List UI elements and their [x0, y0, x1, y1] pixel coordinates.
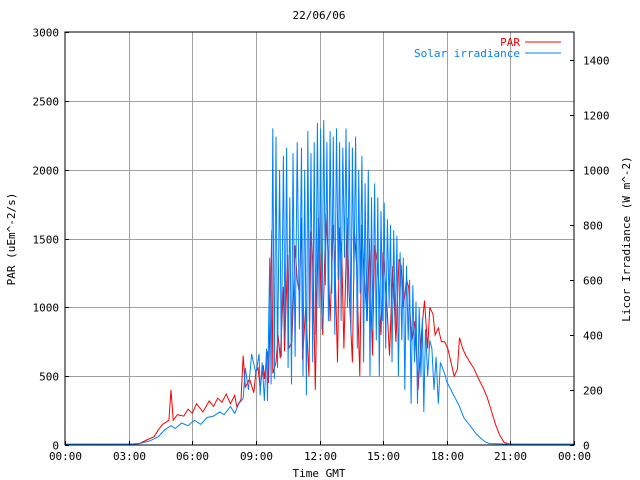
y-tick-label-right: 1000: [583, 165, 610, 178]
x-tick-label: 00:00: [49, 450, 82, 463]
y-axis-label-left: PAR (uEm^-2/s): [5, 193, 18, 286]
y-tick-label-right: 0: [583, 440, 590, 453]
y-tick-label-right: 600: [583, 275, 603, 288]
y-tick-label-right: 1200: [583, 110, 610, 123]
legend-label-solar: Solar irradiance: [414, 47, 520, 60]
y-tick-label-left: 500: [39, 371, 59, 384]
x-tick-label: 03:00: [113, 450, 146, 463]
legend-label-par: PAR: [500, 36, 520, 49]
y-tick-label-right: 200: [583, 385, 603, 398]
y-tick-label-left: 0: [52, 440, 59, 453]
y-tick-label-left: 2000: [33, 165, 60, 178]
y-tick-label-left: 1500: [33, 234, 60, 247]
x-tick-label: 12:00: [304, 450, 337, 463]
y-tick-label-left: 2500: [33, 96, 60, 109]
legend: PAR Solar irradiance: [414, 36, 561, 60]
y-tick-label-right: 800: [583, 220, 603, 233]
x-tick-label: 06:00: [176, 450, 209, 463]
chart-title: 22/06/06: [293, 9, 346, 22]
y-tick-label-right: 400: [583, 330, 603, 343]
series-line-solar-irradiance: [65, 120, 574, 445]
x-tick-label: 15:00: [367, 450, 400, 463]
y-axis-label-right: Licor Irradiance (W m^-2): [620, 156, 633, 322]
x-tick-label: 18:00: [431, 450, 464, 463]
plot-frame: [64, 31, 575, 446]
y-tick-label-left: 1000: [33, 302, 60, 315]
x-axis-label: Time GMT: [293, 467, 346, 480]
x-tick-label: 00:00: [558, 450, 591, 463]
y-tick-label-left: 3000: [33, 27, 60, 40]
x-tick-label: 09:00: [240, 450, 273, 463]
x-tick-label: 21:00: [494, 450, 527, 463]
y-tick-label-right: 1400: [583, 55, 610, 68]
